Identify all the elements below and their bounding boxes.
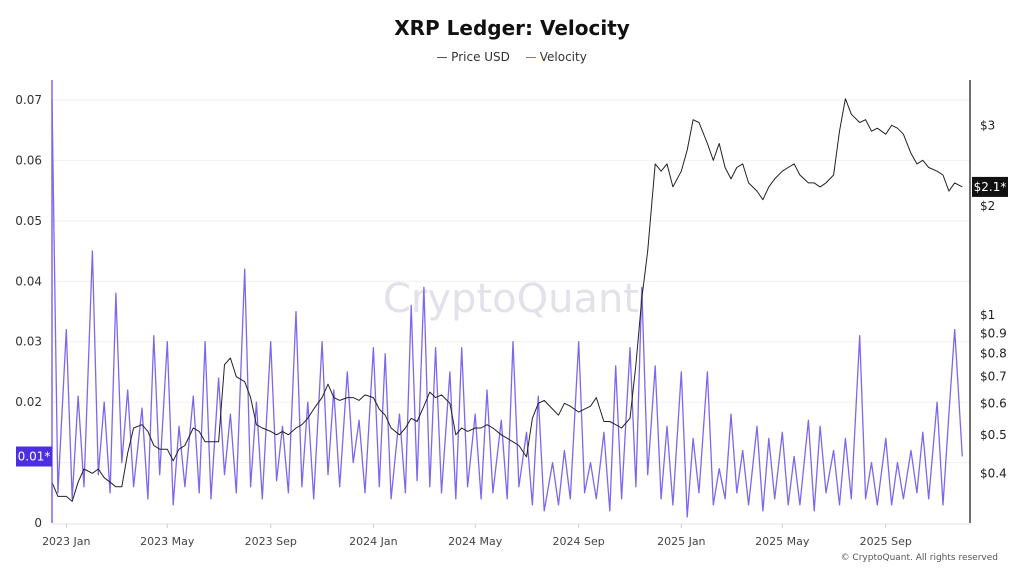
legend-label-velocity: Velocity bbox=[539, 50, 587, 64]
x-tick-label: 2024 May bbox=[448, 535, 503, 548]
x-tick-label: 2024 Jan bbox=[349, 535, 397, 548]
left-tick-label: 0.04 bbox=[15, 274, 42, 288]
x-tick-label: 2023 Sep bbox=[245, 535, 297, 548]
copyright: © CryptoQuant. All rights reserved bbox=[840, 553, 998, 563]
x-tick-label: 2025 May bbox=[755, 535, 810, 548]
left-tick-label: 0 bbox=[34, 516, 42, 530]
right-tick-label: $1 bbox=[980, 308, 995, 322]
velocity-current-badge bbox=[16, 446, 52, 467]
legend-item-price[interactable]: Price USD bbox=[437, 50, 510, 64]
left-tick-label: 0.02 bbox=[15, 395, 42, 409]
velocity-current-label: 0.01* bbox=[18, 450, 51, 464]
legend-label-price: Price USD bbox=[451, 50, 510, 64]
price-current-label: $2.1* bbox=[974, 180, 1007, 194]
price-current-badge bbox=[972, 176, 1008, 197]
chart-title: XRP Ledger: Velocity bbox=[394, 16, 630, 40]
velocity-line bbox=[51, 99, 963, 518]
left-tick-label: 0.05 bbox=[15, 214, 42, 228]
x-tick-label: 2023 May bbox=[140, 535, 195, 548]
legend-item-velocity[interactable]: Velocity bbox=[525, 50, 587, 64]
right-tick-label: $0.8 bbox=[980, 347, 1007, 361]
x-tick-label: 2025 Sep bbox=[860, 535, 912, 548]
right-tick-label: $0.4 bbox=[980, 466, 1007, 480]
right-tick-label: $0.6 bbox=[980, 396, 1007, 410]
x-tick-label: 2024 Sep bbox=[553, 535, 605, 548]
left-tick-label: 0.03 bbox=[15, 335, 42, 349]
velocity-legend-swatch bbox=[525, 57, 536, 58]
price-legend-swatch bbox=[437, 57, 448, 58]
left-tick-label: 0.06 bbox=[15, 153, 42, 167]
right-tick-label: $0.9 bbox=[980, 326, 1007, 340]
right-tick-label: $0.5 bbox=[980, 428, 1007, 442]
watermark: CryptoQuant bbox=[383, 276, 639, 322]
right-tick-label: $0.7 bbox=[980, 370, 1007, 384]
legend: Price USD Velocity bbox=[0, 50, 1024, 64]
right-tick-label: $3 bbox=[980, 118, 995, 132]
right-tick-label: $2 bbox=[980, 199, 995, 213]
x-tick-label: 2023 Jan bbox=[42, 535, 90, 548]
left-tick-label: 0.07 bbox=[15, 93, 42, 107]
price-line bbox=[51, 98, 963, 502]
x-tick-label: 2025 Jan bbox=[657, 535, 705, 548]
